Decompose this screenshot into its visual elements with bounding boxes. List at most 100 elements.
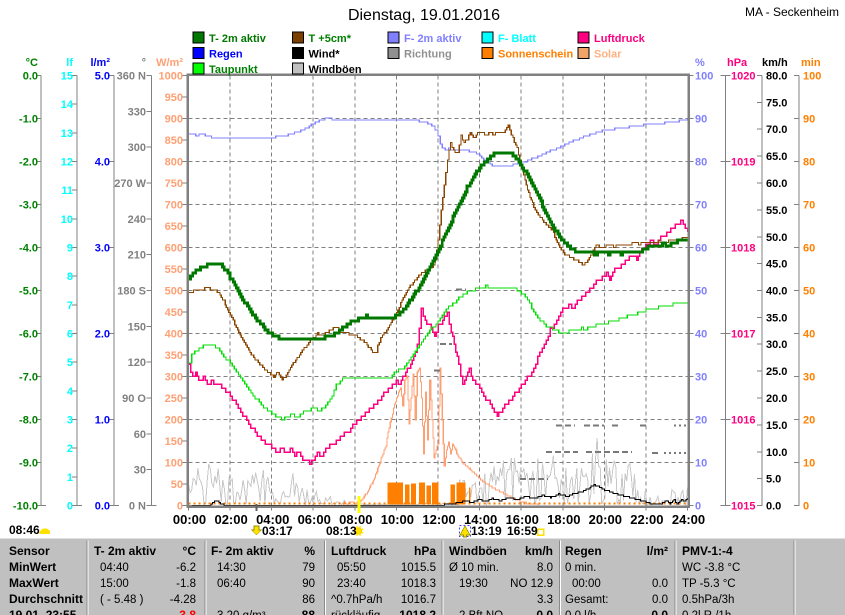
svg-text:65.0: 65.0 [766,151,787,163]
svg-text:WC -3.8 °C: WC -3.8 °C [682,562,740,574]
svg-text:90: 90 [803,114,815,126]
svg-text:l/m²: l/m² [647,544,668,558]
svg-text:40: 40 [803,329,815,341]
svg-text:30.0: 30.0 [766,339,787,351]
svg-text:T- 2m aktiv: T- 2m aktiv [209,33,267,45]
svg-text:08:46: 08:46 [9,523,40,537]
svg-text:3.20 g/m³: 3.20 g/m³ [217,610,266,615]
svg-text:1020: 1020 [731,71,755,83]
svg-text:240: 240 [128,214,146,226]
svg-text:1016.7: 1016.7 [401,594,436,606]
svg-text:18:00: 18:00 [547,512,580,527]
svg-text:Richtung: Richtung [404,49,452,61]
svg-text:23:40: 23:40 [337,578,366,590]
svg-text:Solar: Solar [594,49,622,61]
svg-text:180 S: 180 S [117,286,146,298]
svg-text:10:00: 10:00 [381,512,414,527]
svg-text:80: 80 [695,157,707,169]
svg-text:Windböen: Windböen [449,544,507,558]
svg-text:11: 11 [61,185,73,197]
svg-text:0 min.: 0 min. [565,562,596,574]
svg-text:100: 100 [695,71,713,83]
svg-text:Luftdruck: Luftdruck [594,33,646,45]
svg-text:1018.2: 1018.2 [399,608,436,615]
svg-text:Dienstag, 19.01.2016: Dienstag, 19.01.2016 [348,7,500,24]
svg-text:1.0: 1.0 [95,415,110,427]
svg-text:10: 10 [695,458,707,470]
svg-text:°C: °C [26,57,38,69]
svg-text:1019: 1019 [731,157,755,169]
svg-text:05:50: 05:50 [337,562,366,574]
svg-text:Wind*: Wind* [309,49,341,61]
svg-text:15:00: 15:00 [100,578,129,590]
svg-text:-10.0: -10.0 [13,501,38,513]
svg-text:T +5cm*: T +5cm* [309,33,352,45]
svg-text:950: 950 [165,92,183,104]
svg-text:08:00: 08:00 [339,512,372,527]
svg-text:1017: 1017 [731,329,755,341]
svg-text:hPa: hPa [727,57,748,69]
svg-text:100: 100 [803,71,821,83]
svg-text:300: 300 [165,372,183,384]
svg-text:8.0: 8.0 [537,562,553,574]
svg-text:600: 600 [165,243,183,255]
svg-text:Taupunkt: Taupunkt [209,64,258,76]
svg-text:80: 80 [803,157,815,169]
svg-text:Ø 10 min.: Ø 10 min. [449,562,499,574]
svg-text:-6.0: -6.0 [19,329,38,341]
svg-text:16:00: 16:00 [506,512,539,527]
svg-text:200: 200 [165,415,183,427]
svg-text:00:00: 00:00 [572,578,601,590]
svg-text:-4.28: -4.28 [170,594,196,606]
svg-text:-1.8: -1.8 [176,578,196,590]
svg-text:50: 50 [803,286,815,298]
svg-text:90: 90 [302,578,315,590]
svg-text:20.0: 20.0 [766,393,787,405]
svg-text:-6.2: -6.2 [176,562,196,574]
svg-text:1000: 1000 [159,71,183,83]
svg-text:40.0: 40.0 [766,286,787,298]
svg-text:TP -5.3 °C: TP -5.3 °C [682,578,736,590]
svg-text:0.0: 0.0 [766,501,781,513]
svg-text:04:40: 04:40 [100,562,129,574]
svg-text:Sonnenschein: Sonnenschein [498,49,573,61]
svg-text:300: 300 [128,142,146,154]
svg-text:100: 100 [165,458,183,470]
svg-text:0.0 l/h: 0.0 l/h [565,610,596,615]
svg-text:%: % [695,57,705,69]
svg-text:80.0: 80.0 [766,71,787,83]
svg-text:19:30: 19:30 [459,578,488,590]
svg-text:0.0: 0.0 [536,608,553,615]
svg-text:-8.0: -8.0 [19,415,38,427]
svg-text:800: 800 [165,157,183,169]
svg-text:330: 330 [128,106,146,118]
svg-text:MaxWert: MaxWert [9,576,59,590]
svg-text:4.0: 4.0 [95,157,110,169]
svg-text:2: 2 [67,443,73,455]
svg-text:10: 10 [61,214,73,226]
svg-text:F- 2m aktiv: F- 2m aktiv [211,544,274,558]
svg-text:60.0: 60.0 [766,178,787,190]
svg-text:79: 79 [302,562,315,574]
svg-text:NO 12.9: NO 12.9 [510,578,553,590]
svg-text:MA - Seckenheim: MA - Seckenheim [745,5,839,19]
svg-text:30: 30 [134,465,146,477]
svg-text:250: 250 [165,393,183,405]
svg-text:120: 120 [128,357,146,369]
svg-text:12: 12 [61,157,73,169]
svg-text:70: 70 [695,200,707,212]
svg-text:°C: °C [183,544,197,558]
svg-text:-7.0: -7.0 [19,372,38,384]
svg-text:1: 1 [67,472,73,484]
svg-text:700: 700 [165,200,183,212]
svg-text:1018: 1018 [731,243,755,255]
svg-text:20: 20 [803,415,815,427]
svg-text:-9.0: -9.0 [19,458,38,470]
svg-text:25.0: 25.0 [766,366,787,378]
svg-text:70.0: 70.0 [766,124,787,136]
svg-text:0.0: 0.0 [651,608,668,615]
svg-text:8: 8 [67,271,73,283]
svg-text:-2.0: -2.0 [19,157,38,169]
svg-text:12:00: 12:00 [422,512,455,527]
svg-text:rückläufig: rückläufig [331,610,380,615]
